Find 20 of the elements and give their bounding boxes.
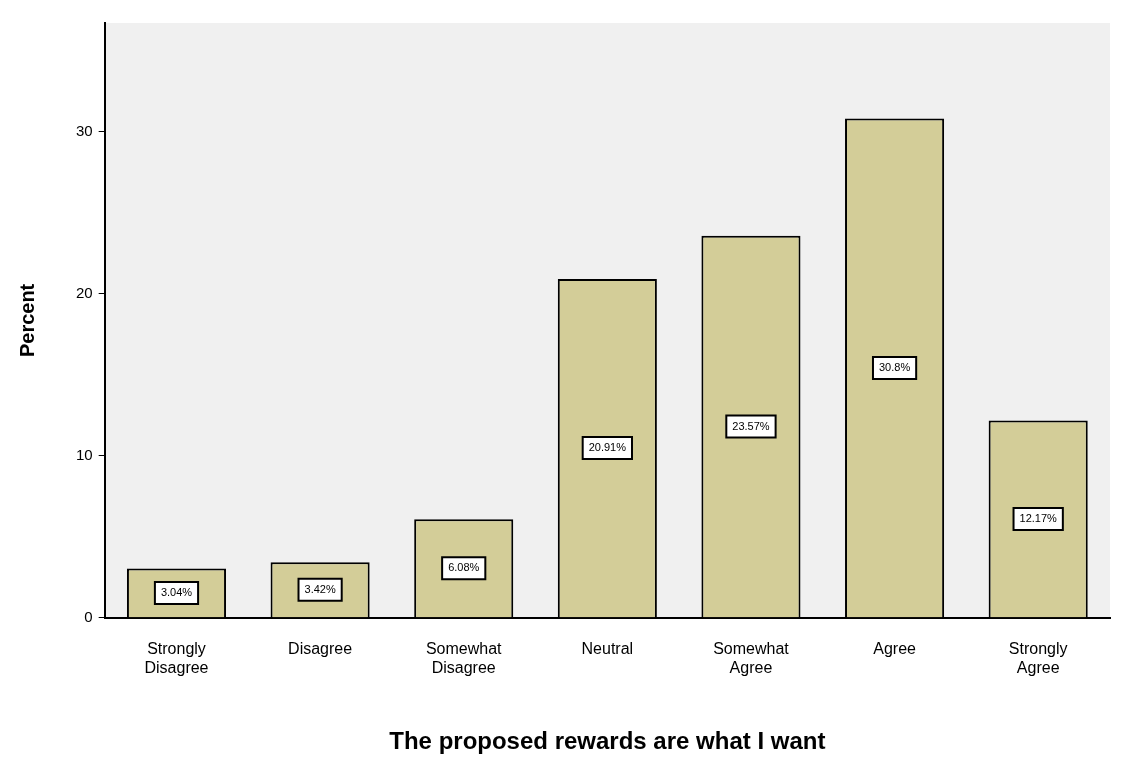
y-axis-title: Percent xyxy=(15,283,38,358)
data-label: 12.17% xyxy=(1019,511,1058,524)
x-tick-label: Somewhat Agree xyxy=(713,639,790,677)
y-tick-label: 30 xyxy=(76,121,93,139)
x-tick-label: Agree xyxy=(873,639,917,657)
data-label: 30.8% xyxy=(878,360,911,373)
x-axis-title: The proposed rewards are what I want xyxy=(389,727,826,755)
data-label: 23.57% xyxy=(732,419,770,432)
y-tick-label: 0 xyxy=(84,607,93,625)
data-label: 3.42% xyxy=(304,582,336,595)
y-tick-label: 10 xyxy=(76,445,93,463)
data-label: 3.04% xyxy=(160,585,193,598)
data-label: 20.91% xyxy=(588,441,627,454)
x-tick-label: Strongly Disagree xyxy=(144,639,209,677)
x-tick-label: Somewhat Disagree xyxy=(425,639,503,677)
data-label: 6.08% xyxy=(448,561,480,574)
x-tick-label: Strongly Agree xyxy=(1008,639,1068,677)
x-tick-label: Disagree xyxy=(288,639,353,657)
x-tick-label: Neutral xyxy=(581,639,634,657)
y-tick-label: 20 xyxy=(76,283,93,301)
